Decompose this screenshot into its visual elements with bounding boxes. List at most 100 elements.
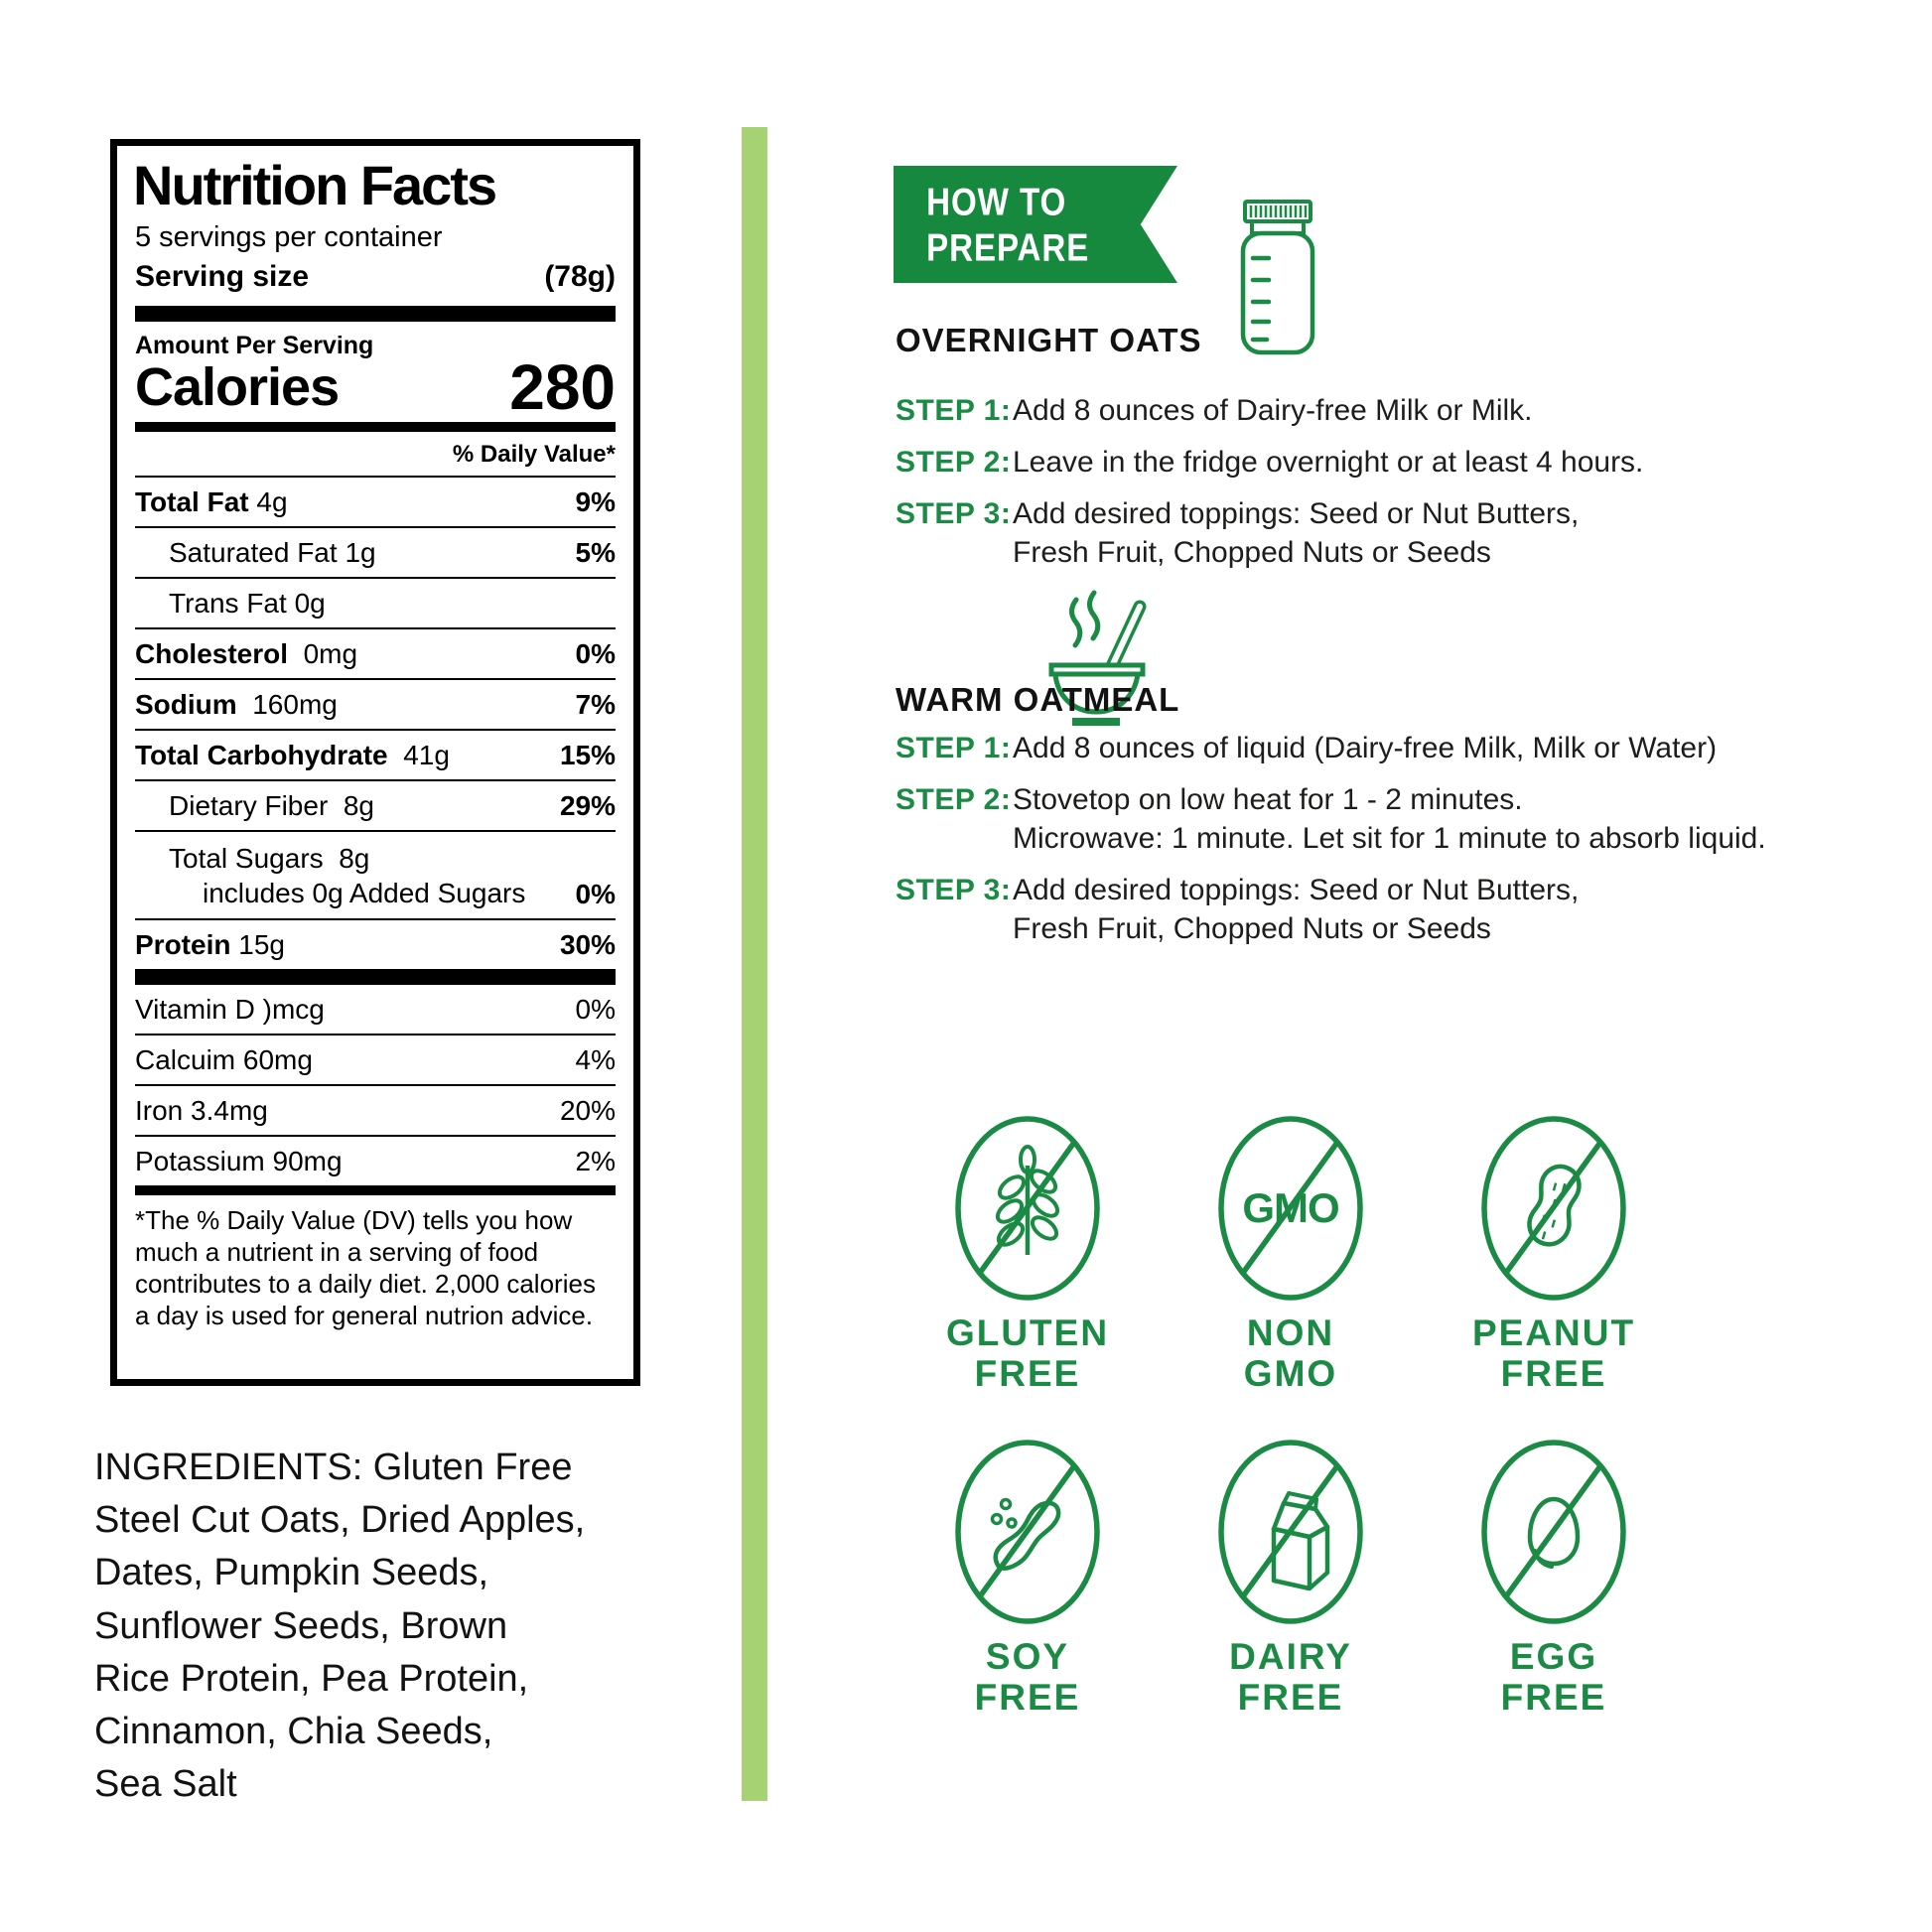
nutrient-amount: 0g bbox=[294, 588, 326, 620]
ingredients-text: INGREDIENTS: Gluten Free Steel Cut Oats,… bbox=[94, 1442, 630, 1811]
nutrient-row-trans-fat: Trans Fat 0g bbox=[135, 579, 616, 630]
warm-oatmeal-heading: WARM OATMEAL bbox=[896, 681, 1180, 718]
step: STEP 3: Add desired toppings: Seed or Nu… bbox=[896, 871, 1829, 948]
step: STEP 2: Leave in the fridge overnight or… bbox=[896, 443, 1829, 482]
vitamin-name: Calcuim 60mg bbox=[135, 1044, 313, 1076]
nutrient-dv: 30% bbox=[559, 929, 616, 961]
step-text: Stovetop on low heat for 1 - 2 minutes. bbox=[1013, 783, 1523, 816]
how-to-prepare-banner: HOW TO PREPARE bbox=[894, 166, 1177, 283]
nutrient-amount: 41g bbox=[403, 740, 450, 771]
badge-label: EGG FREE bbox=[1500, 1636, 1607, 1719]
ingredients-line: Dates, Pumpkin Seeds, bbox=[94, 1552, 489, 1594]
soy-free-icon bbox=[955, 1440, 1100, 1624]
step: STEP 1: Add 8 ounces of Dairy-free Milk … bbox=[896, 391, 1829, 430]
vitamin-name: Iron 3.4mg bbox=[135, 1095, 268, 1127]
thick-divider-bar bbox=[135, 969, 616, 986]
nutrition-facts-title: Nutrition Facts bbox=[133, 154, 497, 216]
vitamin-row-iron: Iron 3.4mg 20% bbox=[135, 1086, 616, 1138]
nutrient-row-dietary-fiber: Dietary Fiber 8g 29% bbox=[135, 781, 616, 833]
non-gmo-icon: GMO bbox=[1218, 1116, 1363, 1301]
nutrient-dv: 0% bbox=[575, 879, 616, 910]
vertical-divider bbox=[742, 127, 767, 1801]
calories-label: Calories bbox=[135, 357, 340, 418]
step-text-line2: Fresh Fruit, Chopped Nuts or Seeds bbox=[1013, 912, 1491, 945]
nutrient-row-cholesterol: Cholesterol 0mg 0% bbox=[135, 629, 616, 681]
step-label: STEP 2: bbox=[896, 446, 1012, 479]
step-text: Add 8 ounces of Dairy-free Milk or Milk. bbox=[1013, 394, 1533, 427]
dairy-free-icon bbox=[1218, 1440, 1363, 1624]
added-sugars-line: includes 0g Added Sugars bbox=[203, 878, 526, 909]
nutrient-amount: 8g bbox=[339, 843, 370, 875]
badge-gluten-free: GLUTEN FREE bbox=[889, 1114, 1167, 1395]
warm-oatmeal-steps: STEP 1: Add 8 ounces of liquid (Dairy-fr… bbox=[896, 729, 1829, 961]
badge-non-gmo: GMO NON GMO bbox=[1152, 1114, 1430, 1395]
ingredients-line: Cinnamon, Chia Seeds, bbox=[94, 1710, 493, 1752]
nutrient-amount: 160mg bbox=[252, 689, 338, 721]
serving-size-value: (78g) bbox=[544, 260, 616, 293]
nutrient-amount: 1g bbox=[345, 537, 376, 569]
nutrient-name: Cholesterol bbox=[135, 638, 289, 670]
calories-value: 280 bbox=[509, 351, 616, 423]
nutrient-amount: 8g bbox=[343, 790, 374, 822]
nutrient-name: Saturated Fat bbox=[169, 537, 338, 569]
nutrient-row-total-sugars: Total Sugars 8g includes 0g Added Sugars… bbox=[135, 832, 616, 921]
banner-line2: PREPARE bbox=[926, 225, 1090, 270]
overnight-oats-heading: OVERNIGHT OATS bbox=[896, 322, 1202, 358]
nutrient-amount: 15g bbox=[238, 929, 285, 961]
badge-label: PEANUT FREE bbox=[1471, 1312, 1636, 1395]
nutrient-dv: 5% bbox=[575, 537, 616, 569]
nutrient-name: Total Sugars bbox=[169, 843, 324, 875]
nutrition-facts-panel: Nutrition Facts 5 servings per container… bbox=[110, 139, 640, 1386]
step-label: STEP 1: bbox=[896, 394, 1012, 427]
mason-jar-icon bbox=[1240, 200, 1315, 355]
ingredients-line: INGREDIENTS: Gluten Free bbox=[94, 1447, 573, 1488]
nutrient-dv: 15% bbox=[559, 740, 616, 771]
daily-value-footnote: *The % Daily Value (DV) tells you how mu… bbox=[135, 1205, 596, 1330]
vitamin-name: Potassium 90mg bbox=[135, 1146, 343, 1177]
nutrient-name: Dietary Fiber bbox=[169, 790, 329, 822]
nutrient-row-sodium: Sodium 160mg 7% bbox=[135, 680, 616, 732]
step: STEP 2: Stovetop on low heat for 1 - 2 m… bbox=[896, 780, 1829, 858]
badge-label: SOY FREE bbox=[974, 1636, 1081, 1719]
nutrient-row-saturated-fat: Saturated Fat 1g 5% bbox=[135, 528, 616, 580]
ingredients-line: Sea Salt bbox=[94, 1763, 237, 1806]
step-text: Add desired toppings: Seed or Nut Butter… bbox=[1013, 874, 1580, 906]
nutrient-name: Protein bbox=[135, 929, 231, 961]
daily-value-header: % Daily Value* bbox=[135, 432, 616, 479]
badge-label: DAIRY FREE bbox=[1229, 1636, 1352, 1719]
vitamin-dv: 2% bbox=[575, 1146, 616, 1177]
nutrient-name: Total Carbohydrate bbox=[135, 740, 388, 771]
step-label: STEP 2: bbox=[896, 783, 1012, 816]
badge-label: NON GMO bbox=[1243, 1312, 1338, 1395]
overnight-oats-steps: STEP 1: Add 8 ounces of Dairy-free Milk … bbox=[896, 391, 1829, 585]
nutrient-dv: 9% bbox=[575, 486, 616, 518]
ingredients-line: Rice Protein, Pea Protein, bbox=[94, 1657, 529, 1700]
step: STEP 3: Add desired toppings: Seed or Nu… bbox=[896, 494, 1829, 572]
vitamin-name: Vitamin D )mcg bbox=[135, 994, 325, 1026]
step-label: STEP 3: bbox=[896, 874, 1012, 906]
banner-text: HOW TO PREPARE bbox=[894, 178, 1089, 270]
vitamin-dv: 0% bbox=[575, 994, 616, 1026]
step-label: STEP 1: bbox=[896, 732, 1012, 764]
nutrient-name: Trans Fat bbox=[169, 588, 287, 620]
peanut-free-icon bbox=[1481, 1116, 1626, 1301]
step-text-line2: Fresh Fruit, Chopped Nuts or Seeds bbox=[1013, 536, 1491, 569]
nutrient-row-total-fat: Total Fat 4g 9% bbox=[135, 478, 616, 529]
vitamin-dv: 20% bbox=[559, 1095, 616, 1127]
ingredients-line: Sunflower Seeds, Brown bbox=[94, 1604, 508, 1647]
serving-size-label: Serving size bbox=[135, 260, 310, 293]
ingredients-line: Steel Cut Oats, Dried Apples, bbox=[94, 1499, 586, 1542]
nutrient-dv: 0% bbox=[575, 638, 616, 670]
step-text: Leave in the fridge overnight or at leas… bbox=[1013, 446, 1644, 479]
thick-divider-bar bbox=[135, 306, 616, 322]
nutrient-dv: 29% bbox=[559, 790, 616, 822]
step-text: Add 8 ounces of liquid (Dairy-free Milk,… bbox=[1013, 732, 1718, 764]
vitamin-row-potassium: Potassium 90mg 2% bbox=[135, 1137, 616, 1185]
vitamin-dv: 4% bbox=[575, 1044, 616, 1076]
badge-soy-free: SOY FREE bbox=[889, 1438, 1167, 1719]
step-text: Add desired toppings: Seed or Nut Butter… bbox=[1013, 497, 1580, 530]
step-label: STEP 3: bbox=[896, 497, 1012, 530]
oatmeal-bowl-icon bbox=[1048, 590, 1147, 726]
nutrient-amount: 4g bbox=[256, 486, 288, 518]
serving-size-row: Serving size (78g) bbox=[135, 260, 616, 294]
